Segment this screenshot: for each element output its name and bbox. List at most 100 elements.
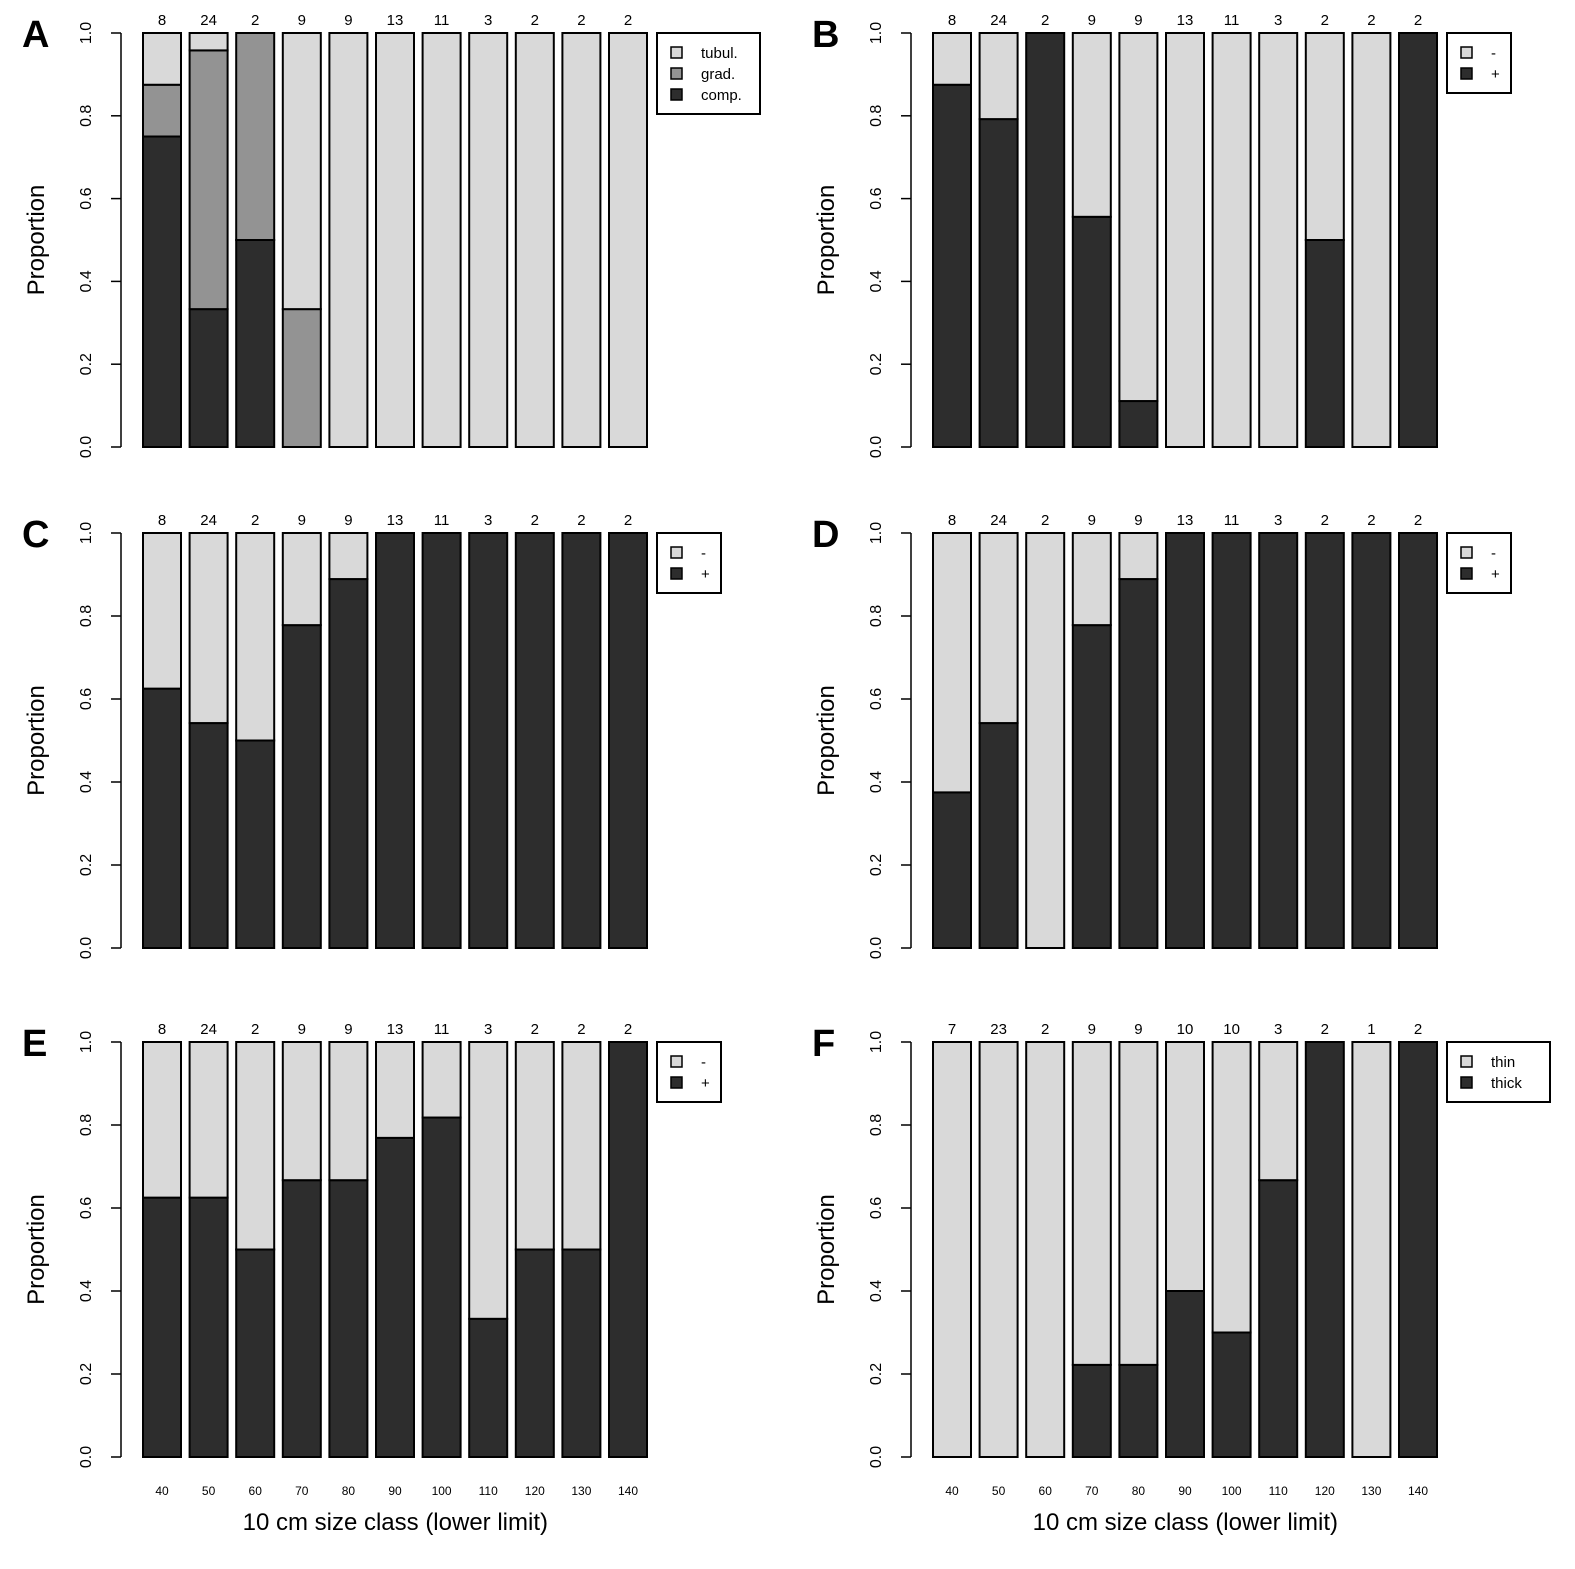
legend-box [656,1041,722,1103]
legend-swatch [670,1076,683,1089]
y-axis-label: Proportion [813,685,840,796]
count-label: 8 [158,512,166,529]
panel-c: C 0.0 0.2 0.4 0.6 0.8 1.0 Proportion 8 24 2 9 9 13 11 3… [22,512,722,959]
bar-segment-70- [1071,32,1112,218]
bar-segment-70- [1071,532,1112,627]
bar-segment-140- [1398,532,1438,949]
count-label: 2 [624,512,632,529]
legend-swatch [1460,1076,1473,1089]
bar-segment-50- [978,532,1019,725]
bar-segment-70- [1071,624,1112,949]
count-label: 13 [1177,512,1194,529]
x-tick-label: 120 [525,1484,545,1498]
count-label: 2 [1041,1021,1049,1038]
bar-segment-80- [1118,400,1159,448]
panel-letter: B [812,14,839,56]
count-label: 11 [434,512,450,529]
bar-segment-100-tubul [421,32,462,448]
legend: -+ [656,532,722,594]
y-tick-label: 0.8 [78,105,95,127]
panel-letter: D [812,514,839,556]
x-tick-label: 120 [1315,1484,1335,1498]
bar-segment-40- [142,1041,182,1199]
count-label: 9 [1134,1021,1142,1038]
bar-segment-70- [1071,215,1112,448]
bar-segment-70- [281,624,322,949]
y-tick-label: 1.0 [868,22,885,44]
y-tick-label: 0.6 [868,187,885,209]
bar-segment-80-tubul [328,32,369,448]
bar-segment-80- [1118,32,1159,403]
count-label: 2 [1041,12,1049,29]
count-label: 2 [531,1021,539,1038]
count-label: 24 [200,1021,217,1038]
x-tick-label: 100 [432,1484,452,1498]
y-tick-label: 0.0 [868,937,885,959]
bar-segment-50- [188,1196,229,1458]
bar-segment-50-comp [188,308,229,448]
legend-box [656,532,722,594]
bar-segment-120- [514,1248,555,1458]
bar-segment-80- [328,1179,369,1458]
bar-segment-140- [1398,32,1438,448]
y-tick-label: 0.2 [868,854,885,876]
bar-segment-70- [281,1041,322,1182]
bar-segment-60- [1025,532,1066,949]
y-axis-label: Proportion [23,685,50,796]
y-tick-label: 0.2 [78,854,95,876]
bar-segment-40- [932,791,972,949]
legend-label: grad. [701,66,735,83]
count-label: 2 [251,1021,259,1038]
bar-segment-60- [235,532,276,742]
count-label: 10 [1177,1021,1194,1038]
bar-segment-110-thin [1258,1041,1299,1182]
x-tick-label: 130 [1361,1484,1381,1498]
bar-segment-50- [978,118,1019,448]
bar-segment-110-thick [1258,1179,1299,1458]
count-label: 2 [577,1021,585,1038]
bar-segment-80- [328,578,369,949]
y-tick-label: 1.0 [868,1031,885,1053]
count-label: 8 [158,1021,166,1038]
count-label: 2 [577,12,585,29]
count-label: 13 [387,12,404,29]
y-tick-label: 0.0 [78,436,95,458]
bar-segment-120- [1304,239,1345,448]
bar-segment-90- [1165,532,1205,949]
bar-segment-70- [281,1179,322,1458]
y-tick-label: 1.0 [868,522,885,544]
x-tick-label: 90 [1178,1484,1192,1498]
legend-swatch [1460,546,1473,559]
bar-segment-80-thin [1118,1041,1159,1366]
count-label: 2 [1414,12,1422,29]
bar-segment-60- [235,1248,276,1458]
x-tick-label: 110 [479,1484,498,1498]
panel-e: E 0.0 0.2 0.4 0.6 0.8 1.0 Proportion 8 40 24 50 2 60 9… [22,1021,722,1536]
count-label: 24 [200,512,217,529]
x-tick-label: 80 [1132,1484,1146,1498]
count-label: 23 [990,1021,1007,1038]
bar-segment-50-grad [188,49,229,311]
x-tick-label: 40 [945,1484,959,1498]
legend-box [1446,532,1512,594]
bar-segment-140- [608,532,648,949]
legend-label: - [1491,545,1496,562]
y-tick-label: 0.6 [868,1197,885,1219]
count-label: 13 [1177,12,1194,29]
bar-segment-40-comp [142,135,182,448]
count-label: 11 [434,1021,450,1038]
bar-segment-120-thick [1304,1041,1345,1458]
y-tick-label: 0.6 [78,187,95,209]
y-axis-label: Proportion [23,1194,50,1305]
y-tick-label: 0.0 [78,1446,95,1468]
legend-swatch [670,1055,683,1068]
bar-segment-60-grad [235,32,276,241]
count-label: 9 [1134,12,1142,29]
panel-f: F0.00.20.40.60.81.0Proportion74023502609… [812,1021,1551,1536]
bar-segment-60-thin [1025,1041,1066,1458]
legend-swatch [1460,567,1473,580]
count-label: 2 [1414,512,1422,529]
count-label: 2 [1367,12,1375,29]
count-label: 2 [1414,1021,1422,1038]
y-axis-label: Proportion [813,185,840,296]
